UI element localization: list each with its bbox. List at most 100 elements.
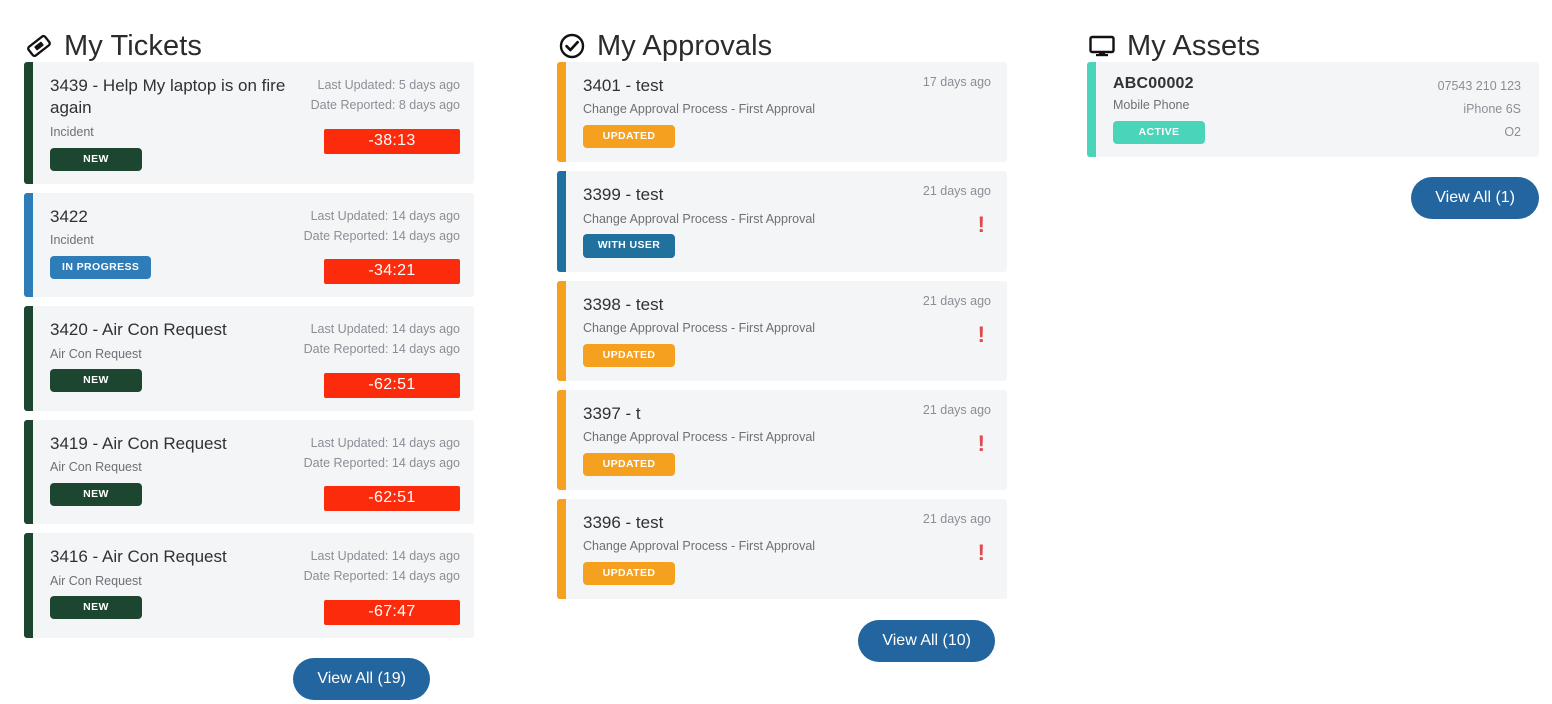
ticket-card-row: 3419 - Air Con Request Air Con Request NEW…	[50, 433, 460, 512]
approval-card-left: 3397 - t Change Approval Process - First …	[583, 403, 909, 476]
approval-title: 3398 - test	[583, 294, 664, 314]
ticket-card-left: 3416 - Air Con Request Air Con Request NEW	[50, 546, 290, 620]
approval-card-right: 17 days ago	[923, 75, 991, 89]
ticket-sla-timer: -62:51	[324, 372, 460, 398]
ticket-last-updated: Last Updated: 14 days ago	[310, 208, 460, 223]
approval-age: 17 days ago	[922, 75, 991, 89]
approvals-list: 3401 - test Change Approval Process - Fir…	[557, 62, 1007, 600]
ticket-status-badge: IN PROGRESS	[50, 255, 152, 279]
ticket-card-left: 3422 Incident IN PROGRESS	[50, 206, 290, 279]
asset-card[interactable]: ABC00002 Mobile Phone ACTIVE 07543 210 123 i…	[1087, 62, 1539, 157]
approval-process: Change Approval Process - First Approval	[583, 430, 816, 445]
assets-view-all-button[interactable]: View All (1)	[1411, 176, 1539, 219]
ticket-card[interactable]: 3420 - Air Con Request Air Con Request NEW…	[24, 306, 474, 411]
assets-heading-text: My Assets	[1127, 29, 1261, 62]
approval-title: 3397 - t	[583, 403, 641, 423]
card-accent-bar	[557, 62, 566, 163]
ticket-date-reported: Date Reported: 14 days ago	[303, 228, 460, 243]
ticket-last-updated: Last Updated: 14 days ago	[310, 549, 460, 564]
card-accent-bar	[1087, 62, 1096, 157]
assets-view-all-wrap: View All (1)	[1087, 176, 1539, 219]
ticket-card-right: Last Updated: 14 days ago Date Reported: …	[304, 319, 460, 398]
approval-card-left: 3398 - test Change Approval Process - Fir…	[583, 294, 909, 367]
ticket-card-right: Last Updated: 14 days ago Date Reported: …	[304, 433, 460, 512]
card-accent-bar	[24, 192, 33, 298]
monitor-icon	[1087, 31, 1117, 61]
approval-card-right: 21 days ago!	[923, 184, 991, 236]
ticket-card-row: 3420 - Air Con Request Air Con Request NEW…	[50, 319, 460, 398]
ticket-last-updated: Last Updated: 5 days ago	[317, 78, 460, 92]
asset-status-badge: ACTIVE	[1113, 120, 1205, 144]
asset-category: Mobile Phone	[1113, 98, 1190, 112]
approval-card[interactable]: 3396 - test Change Approval Process - Fir…	[557, 499, 1007, 600]
ticket-card-left: 3419 - Air Con Request Air Con Request NEW	[50, 433, 290, 506]
ticket-last-updated: Last Updated: 14 days ago	[310, 322, 460, 337]
alert-icon: !	[977, 321, 985, 347]
ticket-date-reported: Date Reported: 14 days ago	[303, 569, 460, 584]
approval-card[interactable]: 3401 - test Change Approval Process - Fir…	[557, 62, 1007, 163]
approval-card[interactable]: 3397 - t Change Approval Process - First …	[557, 389, 1007, 490]
ticket-card[interactable]: 3419 - Air Con Request Air Con Request NEW…	[24, 419, 474, 525]
ticket-card[interactable]: 3439 - Help My laptop is on fire again In…	[24, 62, 474, 184]
card-accent-bar	[557, 389, 566, 490]
approval-card-right: 21 days ago!	[923, 512, 991, 564]
asset-carrier: O2	[1504, 124, 1521, 139]
approval-card-left: 3396 - test Change Approval Process - Fir…	[583, 512, 909, 586]
approval-card-row: 3396 - test Change Approval Process - Fir…	[583, 512, 991, 586]
card-accent-bar	[24, 533, 33, 638]
ticket-card[interactable]: 3416 - Air Con Request Air Con Request NEW…	[24, 533, 474, 638]
ticket-card-row: 3416 - Air Con Request Air Con Request NEW…	[50, 546, 460, 625]
approvals-view-all-wrap: View All (10)	[557, 620, 1007, 663]
ticket-title: 3416 - Air Con Request	[50, 547, 227, 567]
ticket-card[interactable]: 3422 Incident IN PROGRESS Last Updated: 14 …	[24, 192, 474, 298]
tickets-list: 3439 - Help My laptop is on fire again In…	[24, 62, 474, 638]
ticket-title: 3422	[50, 206, 88, 226]
card-accent-bar	[557, 171, 566, 272]
approvals-column: My Approvals 3401 - test Change Approval …	[557, 0, 1007, 663]
approvals-view-all-button[interactable]: View All (10)	[858, 620, 995, 663]
ticket-card-right: Last Updated: 5 days ago Date Reported: 8…	[311, 75, 460, 154]
approval-process: Change Approval Process - First Approval	[583, 211, 816, 226]
tickets-heading-text: My Tickets	[64, 29, 202, 62]
approval-card-left: 3399 - test Change Approval Process - Fir…	[583, 184, 909, 258]
assets-heading: My Assets	[1087, 0, 1539, 62]
approval-status-badge: WITH USER	[583, 234, 675, 258]
approval-card-left: 3401 - test Change Approval Process - Fir…	[583, 75, 909, 149]
ticket-last-updated: Last Updated: 14 days ago	[310, 435, 460, 450]
approval-title: 3396 - test	[583, 513, 664, 532]
approval-card[interactable]: 3399 - test Change Approval Process - Fir…	[557, 171, 1007, 272]
ticket-category: Air Con Request	[50, 346, 142, 361]
tickets-heading: My Tickets	[24, 0, 474, 62]
ticket-card-right: Last Updated: 14 days ago Date Reported: …	[304, 206, 460, 285]
approvals-heading: My Approvals	[557, 0, 1007, 62]
tickets-column: My Tickets 3439 - Help My laptop is on f…	[24, 0, 474, 700]
ticket-card-row: 3422 Incident IN PROGRESS Last Updated: 14 …	[50, 206, 460, 285]
asset-model: iPhone 6S	[1463, 101, 1521, 116]
ticket-date-reported: Date Reported: 14 days ago	[303, 342, 460, 357]
ticket-card-row: 3439 - Help My laptop is on fire again In…	[50, 75, 460, 171]
alert-icon: !	[977, 540, 985, 565]
approval-card[interactable]: 3398 - test Change Approval Process - Fir…	[557, 280, 1007, 381]
approval-age: 21 days ago	[922, 512, 991, 526]
ticket-status-badge: NEW	[50, 147, 142, 171]
asset-tag: ABC00002	[1113, 75, 1194, 92]
ticket-status-badge: NEW	[50, 369, 142, 393]
ticket-title: 3439 - Help My laptop is on fire again	[50, 76, 286, 118]
card-accent-bar	[557, 499, 566, 600]
ticket-status-badge: NEW	[50, 596, 142, 620]
ticket-sla-timer: -38:13	[324, 128, 460, 154]
ticket-category: Air Con Request	[50, 460, 142, 475]
approval-status-badge: UPDATED	[583, 343, 675, 367]
ticket-date-reported: Date Reported: 8 days ago	[310, 98, 460, 113]
check-circle-icon	[557, 31, 587, 61]
alert-icon: !	[977, 430, 985, 456]
approval-process: Change Approval Process - First Approval	[583, 320, 816, 335]
ticket-icon	[24, 31, 54, 61]
approval-status-badge: UPDATED	[583, 562, 675, 586]
alert-icon: !	[977, 212, 985, 238]
ticket-card-left: 3439 - Help My laptop is on fire again In…	[50, 75, 297, 171]
ticket-sla-timer: -67:47	[324, 599, 460, 625]
approval-age: 21 days ago	[922, 293, 991, 308]
tickets-view-all-button[interactable]: View All (19)	[293, 657, 430, 700]
